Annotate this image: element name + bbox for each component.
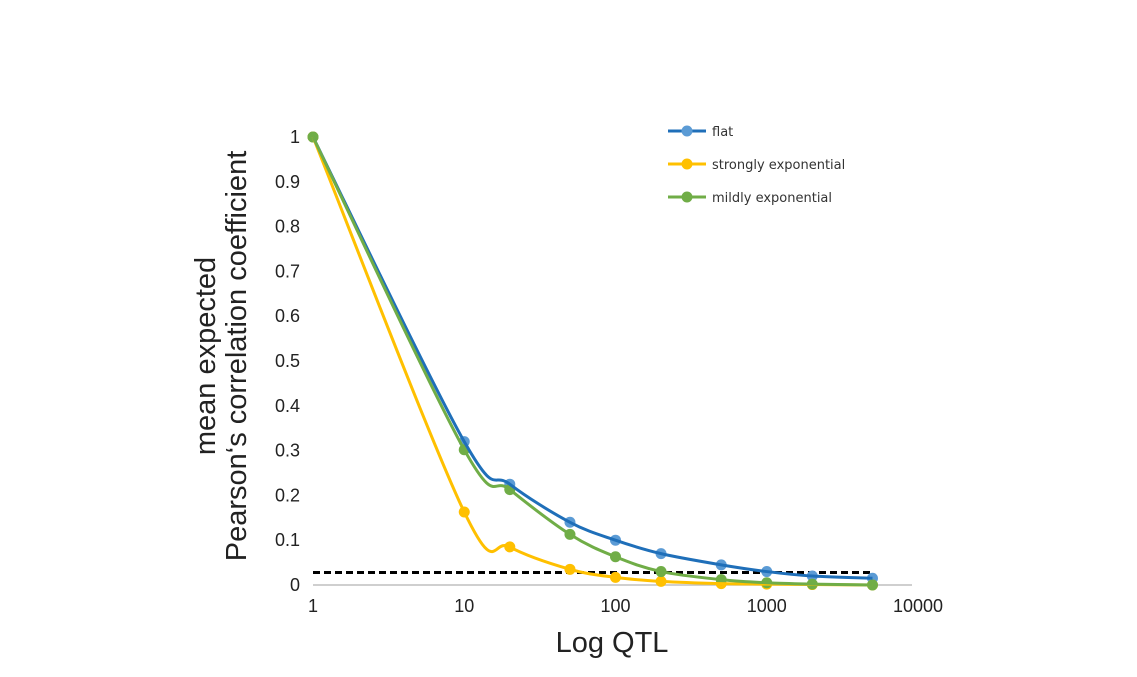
legend-marker (681, 158, 693, 170)
series-layer (307, 131, 878, 591)
x-tick-label: 100 (600, 596, 630, 616)
x-tick-labels: 1 10 100 1000 10000 (308, 596, 943, 616)
x-tick-label: 10000 (893, 596, 943, 616)
y-tick-labels: 0 0.1 0.2 0.3 0.4 0.5 0.6 0.7 0.8 0.9 1 (275, 127, 300, 595)
y-axis-title: mean expected Pearson‘s correlation coef… (190, 151, 253, 562)
legend-label: flat (712, 125, 733, 140)
y-tick-label: 0.9 (275, 172, 300, 192)
y-tick-label: 0.6 (275, 306, 300, 326)
y-axis-title-line-1: mean expected (190, 257, 222, 455)
legend-label: strongly exponential (712, 158, 845, 173)
y-tick-label: 1 (290, 127, 300, 147)
legend-marker (681, 125, 693, 137)
x-tick-label: 10 (454, 596, 474, 616)
y-tick-label: 0.2 (275, 485, 300, 505)
y-tick-label: 0.8 (275, 217, 300, 237)
legend-label: mildly exponential (712, 191, 832, 206)
y-tick-label: 0.5 (275, 351, 300, 371)
y-tick-label: 0.7 (275, 261, 300, 281)
series-line-mildly-exponential (311, 136, 873, 587)
y-tick-label: 0.3 (275, 441, 300, 461)
legend-item-mildly-exponential: mildly exponential (668, 191, 832, 206)
y-axis-title-line-2: Pearson‘s correlation coefficient (221, 151, 253, 562)
legend-item-strongly-exponential: strongly exponential (668, 158, 845, 173)
y-tick-label: 0 (290, 575, 300, 595)
legend: flat strongly exponential mildly exponenti… (668, 125, 845, 206)
x-tick-label: 1 (308, 596, 318, 616)
legend-marker (681, 191, 693, 203)
x-tick-label: 1000 (747, 596, 787, 616)
series-line-flat (311, 136, 873, 580)
y-tick-label: 0.1 (275, 530, 300, 550)
legend-item-flat: flat (668, 125, 733, 140)
x-axis-title: Log QTL (556, 627, 669, 659)
y-tick-label: 0.4 (275, 396, 300, 416)
